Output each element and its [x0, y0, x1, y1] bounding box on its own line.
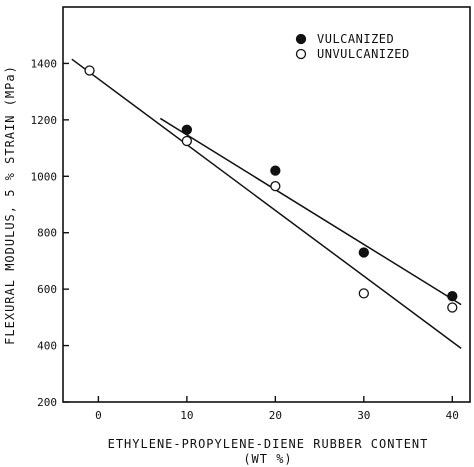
x-tick-label: 40 [446, 409, 459, 422]
legend-label-vulcanized: VULCANIZED [317, 32, 394, 46]
y-tick-label: 1200 [31, 114, 58, 127]
x-tick-label: 30 [357, 409, 370, 422]
trend-line-unvulcanized [71, 58, 462, 349]
data-point-vulcanized [358, 247, 369, 258]
y-tick-label: 600 [37, 283, 57, 296]
data-point-unvulcanized [181, 135, 193, 147]
y-tick-label: 1000 [31, 170, 58, 183]
data-point-unvulcanized [84, 65, 95, 76]
y-tick-label: 800 [37, 227, 57, 240]
y-tick-label: 200 [37, 396, 57, 409]
x-tick-label: 0 [95, 409, 102, 422]
legend-marker-vulcanized [295, 33, 307, 45]
y-axis-ticks: 200 400 600 800 1000 1200 1400 [31, 57, 69, 409]
data-point-unvulcanized [270, 181, 281, 192]
data-point-vulcanized [270, 165, 281, 176]
data-point-unvulcanized [447, 302, 458, 313]
data-point-unvulcanized [358, 288, 369, 299]
trend-line-vulcanized [159, 117, 462, 306]
x-axis-title: ETHYLENE-PROPYLENE-DIENE RUBBER CONTENT [108, 437, 429, 451]
y-tick-label: 400 [37, 340, 57, 353]
x-tick-label: 10 [180, 409, 193, 422]
data-point-vulcanized [181, 124, 193, 135]
x-tick-label: 20 [269, 409, 282, 422]
data-points [84, 65, 458, 313]
y-axis-title: FLEXURAL MODULUS, 5 % STRAIN (MPa) [3, 65, 17, 345]
legend-marker-unvulcanized [295, 48, 307, 60]
y-tick-label: 1400 [31, 57, 58, 70]
legend-label-unvulcanized: UNVULCANIZED [317, 47, 410, 61]
data-point-vulcanized [447, 291, 458, 302]
x-axis-unit: (WT %) [243, 452, 292, 466]
x-axis-ticks: 0 10 20 30 40 [95, 396, 459, 422]
trend-lines [71, 58, 462, 349]
plot-frame [62, 6, 471, 403]
